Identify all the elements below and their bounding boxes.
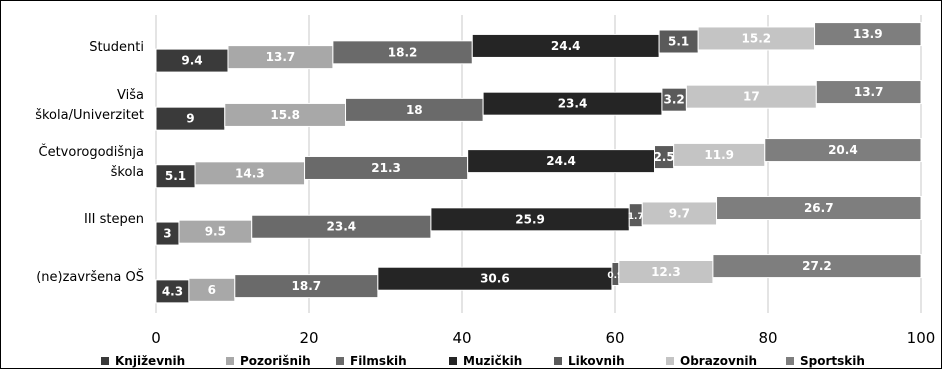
value-label-0-6: 13.9: [853, 27, 883, 41]
legend-label-1: Pozorišnih: [240, 354, 311, 368]
value-label-2-6: 20.4: [828, 143, 858, 157]
value-label-4-2: 18.7: [292, 279, 322, 293]
value-label-2-0: 5.1: [165, 169, 186, 183]
legend-swatch-0: [101, 357, 109, 365]
x-tick-label-40: 40: [452, 329, 471, 347]
legend-swatch-1: [226, 357, 234, 365]
value-label-4-6: 27.2: [802, 259, 832, 273]
value-label-4-0: 4.3: [162, 284, 183, 298]
category-label-2-1: škola: [111, 165, 144, 180]
legend-swatch-5: [666, 357, 674, 365]
value-label-3-6: 26.7: [804, 201, 834, 215]
legend-swatch-2: [336, 357, 344, 365]
x-tick-label-0: 0: [151, 329, 161, 347]
bar-3-6: [716, 196, 922, 221]
value-label-3-2: 23.4: [327, 220, 357, 234]
category-label-1-0: Viša: [117, 88, 144, 103]
x-tick-label-60: 60: [605, 329, 624, 347]
value-label-2-4: 2.5: [653, 150, 674, 164]
legend-swatch-6: [786, 357, 794, 365]
x-tick-label-100: 100: [907, 329, 936, 347]
value-label-2-2: 21.3: [371, 161, 401, 175]
value-label-3-0: 3: [163, 227, 171, 241]
value-label-3-5: 9.7: [669, 206, 690, 220]
category-label-4-0: (ne)završena OŠ: [36, 269, 144, 285]
value-label-0-3: 24.4: [551, 39, 581, 53]
value-label-3-3: 25.9: [515, 212, 545, 226]
value-label-0-2: 18.2: [388, 45, 418, 59]
legend-label-6: Sportskih: [800, 354, 865, 368]
value-label-3-4: 1.7: [628, 212, 644, 222]
legend-label-0: Književnih: [115, 354, 185, 368]
legend-label-3: Muzičkih: [463, 354, 522, 368]
bar-0-6: [814, 22, 922, 47]
value-label-0-5: 15.2: [742, 31, 772, 45]
value-label-4-4: 0.9: [607, 271, 623, 281]
value-label-3-1: 9.5: [205, 225, 226, 239]
value-label-4-5: 12.3: [651, 265, 681, 279]
value-label-0-4: 5.1: [668, 35, 689, 49]
value-label-0-0: 9.4: [181, 54, 202, 68]
legend-swatch-4: [554, 357, 562, 365]
value-label-1-6: 13.7: [854, 85, 884, 99]
legend-label-4: Likovnih: [568, 354, 625, 368]
x-tick-label-80: 80: [758, 329, 777, 347]
value-label-1-5: 17: [743, 90, 760, 104]
legend-label-2: Filmskih: [350, 354, 407, 368]
category-label-0-0: Studenti: [89, 40, 144, 55]
legend-swatch-3: [449, 357, 457, 365]
value-label-4-3: 30.6: [480, 272, 510, 286]
bar-1-6: [815, 80, 922, 105]
bar-4-6: [712, 254, 922, 279]
bar-2-6: [764, 138, 922, 163]
value-label-1-4: 3.2: [664, 93, 685, 107]
legend-label-5: Obrazovnih: [680, 354, 757, 368]
x-tick-label-20: 20: [299, 329, 318, 347]
category-label-2-0: Četvorogodišnja: [39, 144, 145, 160]
value-label-2-5: 11.9: [704, 148, 734, 162]
category-label-1-1: škola/Univerzitet: [35, 108, 144, 123]
value-label-1-1: 15.8: [270, 108, 300, 122]
value-label-0-1: 13.7: [266, 50, 296, 64]
value-label-1-0: 9: [186, 112, 194, 126]
value-label-2-3: 24.4: [546, 154, 576, 168]
value-label-1-2: 18: [406, 103, 423, 117]
value-label-1-3: 23.4: [558, 97, 588, 111]
value-label-4-1: 6: [208, 283, 216, 297]
value-label-2-1: 14.3: [235, 166, 265, 180]
category-label-3-0: III stepen: [84, 212, 144, 227]
